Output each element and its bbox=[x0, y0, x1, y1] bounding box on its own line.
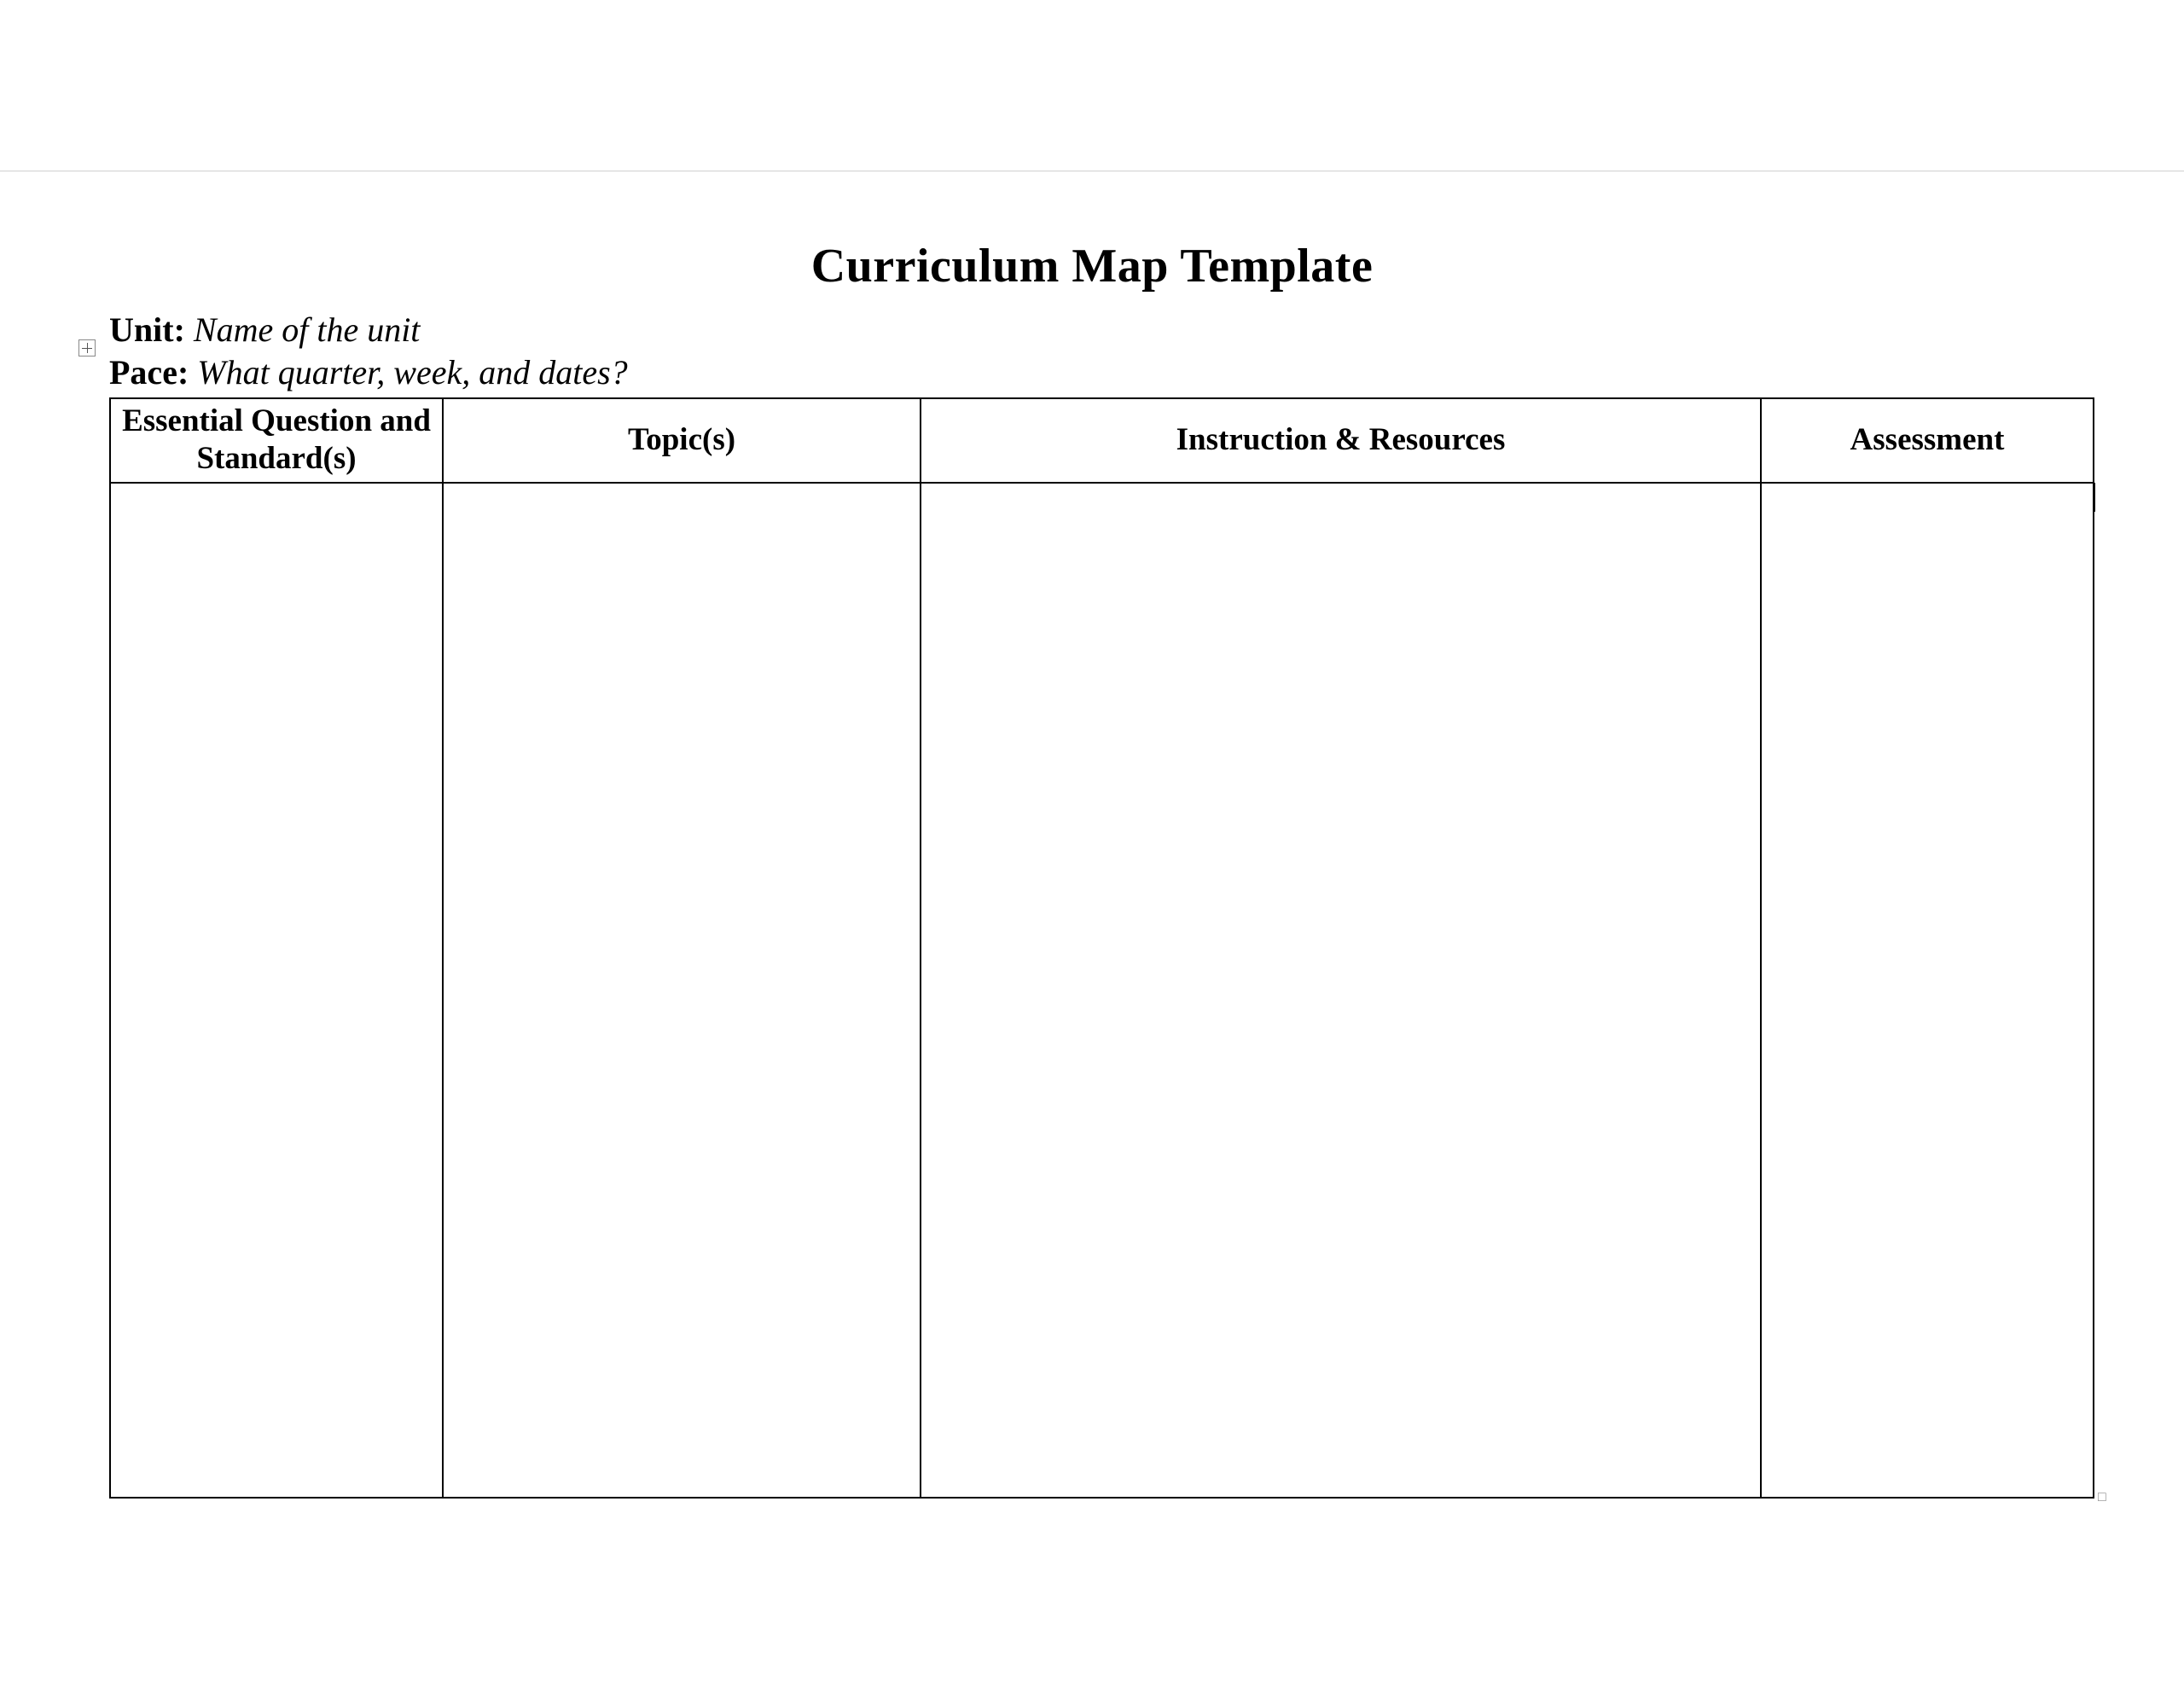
table-cell[interactable] bbox=[921, 483, 1761, 1498]
meta-block: Unit: Name of the unit Pace: What quarte… bbox=[109, 309, 2107, 394]
table-cell[interactable] bbox=[1761, 483, 2094, 1498]
document-page: Curriculum Map Template Unit: Name of th… bbox=[77, 239, 2107, 1499]
table-cell[interactable] bbox=[443, 483, 921, 1498]
table-header-row: Essential Question and Standard(s)Topic(… bbox=[110, 398, 2094, 483]
curriculum-table: Essential Question and Standard(s)Topic(… bbox=[109, 397, 2094, 1499]
end-of-section-marker: □ bbox=[2098, 1490, 2106, 1505]
table-cell[interactable] bbox=[110, 483, 443, 1498]
expand-collapse-icon[interactable] bbox=[78, 339, 96, 357]
pace-line: Pace: What quarter, week, and dates? bbox=[109, 351, 2107, 394]
text-cursor bbox=[2093, 483, 2095, 512]
unit-label: Unit: bbox=[109, 310, 194, 349]
table-row bbox=[110, 483, 2094, 1498]
table-header-cell: Instruction & Resources bbox=[921, 398, 1761, 483]
pace-label: Pace: bbox=[109, 353, 197, 391]
unit-value: Name of the unit bbox=[194, 310, 421, 349]
pace-value: What quarter, week, and dates? bbox=[197, 353, 627, 391]
unit-line: Unit: Name of the unit bbox=[109, 309, 2107, 351]
table-header-cell: Essential Question and Standard(s) bbox=[110, 398, 443, 483]
table-body bbox=[110, 483, 2094, 1498]
document-title: Curriculum Map Template bbox=[77, 239, 2107, 293]
table-header-cell: Topic(s) bbox=[443, 398, 921, 483]
table-header-cell: Assessment bbox=[1761, 398, 2094, 483]
